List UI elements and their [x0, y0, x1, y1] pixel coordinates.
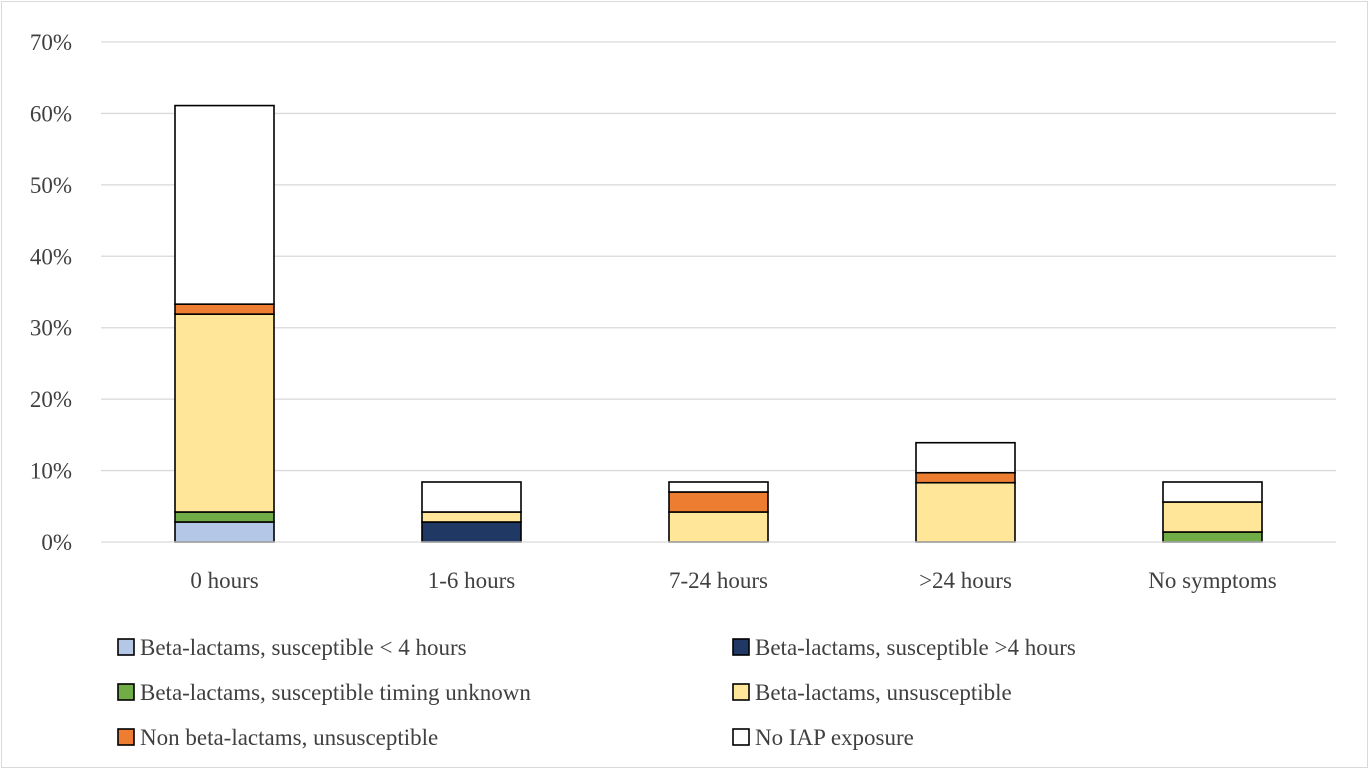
legend: Beta-lactams, susceptible < 4 hours Beta-… — [117, 635, 1076, 750]
x-tick-label: 7-24 hours — [669, 568, 768, 593]
y-tick-label: 20% — [30, 387, 72, 412]
x-axis-tick-labels: 0 hours 1-6 hours 7-24 hours >24 hours No sy… — [190, 568, 1276, 593]
x-tick-label: >24 hours — [919, 568, 1012, 593]
y-tick-label: 60% — [30, 101, 72, 126]
legend-swatch — [117, 683, 135, 701]
legend-swatch — [732, 638, 750, 656]
bar-segment — [174, 521, 275, 543]
bar-segment — [915, 481, 1016, 543]
y-tick-label: 30% — [30, 316, 72, 341]
legend-label: Beta-lactams, susceptible < 4 hours — [140, 635, 467, 660]
bar-segment — [915, 441, 1016, 474]
y-tick-label: 40% — [30, 244, 72, 269]
bar-segment — [421, 521, 522, 543]
y-tick-label: 50% — [30, 173, 72, 198]
legend-label: No IAP exposure — [755, 725, 914, 750]
bar-segment — [421, 481, 522, 513]
y-tick-label: 70% — [30, 30, 72, 55]
gridlines — [101, 41, 1336, 472]
legend-label: Beta-lactams, susceptible timing unknown — [140, 680, 531, 705]
bar-segment — [174, 313, 275, 513]
bars — [174, 104, 1263, 543]
bar-segment — [174, 104, 275, 305]
legend-swatch — [117, 638, 135, 656]
x-tick-label: 0 hours — [190, 568, 258, 593]
y-tick-label: 0% — [41, 530, 72, 555]
bar-segment — [668, 481, 769, 493]
legend-label: Beta-lactams, unsusceptible — [755, 680, 1012, 705]
bar-segment — [174, 303, 275, 315]
bar-segment — [174, 511, 275, 523]
bar-segment — [668, 511, 769, 543]
legend-swatch — [732, 728, 750, 746]
y-axis-tick-labels: 0% 10% 20% 30% 40% 50% 60% 70% — [30, 30, 72, 555]
y-tick-label: 10% — [30, 459, 72, 484]
bar-segment — [915, 471, 1016, 484]
bar-segment — [1162, 481, 1263, 503]
legend-label: Beta-lactams, susceptible >4 hours — [755, 635, 1076, 660]
x-tick-label: No symptoms — [1148, 568, 1276, 593]
bar-segment — [1162, 501, 1263, 533]
legend-swatch — [732, 683, 750, 701]
x-tick-label: 1-6 hours — [428, 568, 516, 593]
bar-segment — [1162, 531, 1263, 543]
bar-segment — [421, 511, 522, 523]
legend-swatch — [117, 728, 135, 746]
bar-segment — [668, 491, 769, 513]
legend-label: Non beta-lactams, unsusceptible — [140, 725, 438, 750]
